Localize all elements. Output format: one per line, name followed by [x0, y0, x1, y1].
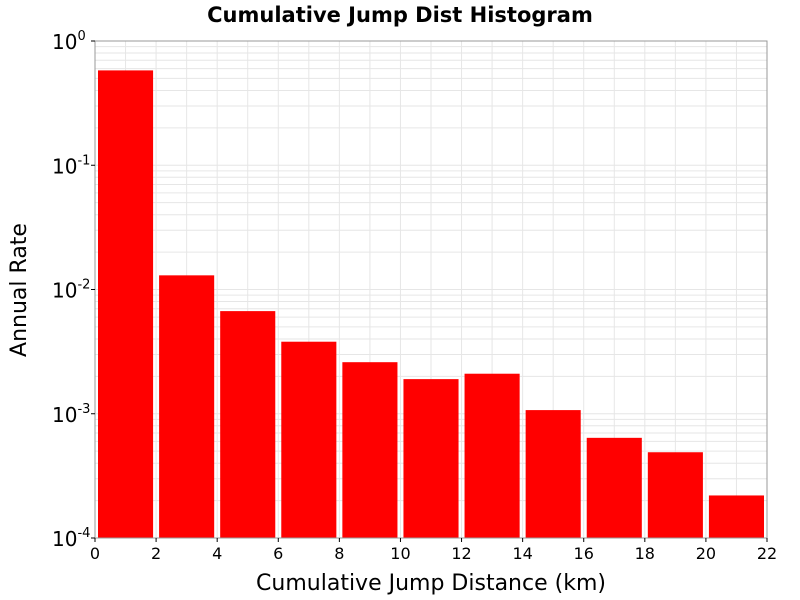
y-tick-label: 10-2 — [52, 278, 90, 303]
y-tick-label: 10-3 — [52, 402, 90, 427]
chart-title: Cumulative Jump Dist Histogram — [207, 3, 593, 27]
x-tick-label: 10 — [390, 544, 410, 563]
bars-group — [98, 70, 764, 538]
y-tick-exponent: -2 — [77, 278, 90, 293]
y-tick-exponent: 0 — [77, 29, 85, 44]
histogram-bar — [342, 362, 398, 538]
x-tick-label: 20 — [696, 544, 716, 563]
x-tick-label: 0 — [90, 544, 100, 563]
histogram-bar — [403, 379, 459, 538]
histogram-bar — [647, 452, 703, 538]
histogram-bar — [708, 495, 764, 538]
histogram-bar — [98, 70, 154, 538]
x-tick-label: 14 — [512, 544, 532, 563]
x-axis-label: Cumulative Jump Distance (km) — [256, 571, 606, 596]
y-tick-label: 10-1 — [52, 153, 90, 178]
histogram-bar — [281, 341, 337, 538]
y-tick-base: 10 — [52, 30, 77, 54]
x-tick-label: 18 — [635, 544, 655, 563]
x-tick-label: 8 — [334, 544, 344, 563]
y-tick-base: 10 — [52, 527, 77, 551]
y-tick-exponent: -3 — [77, 402, 90, 417]
histogram-bar — [159, 275, 215, 538]
histogram-bar — [220, 311, 276, 538]
y-tick-exponent: -1 — [77, 153, 90, 168]
x-tick-label: 22 — [757, 544, 777, 563]
x-tick-label: 4 — [212, 544, 222, 563]
histogram-bar — [464, 373, 520, 538]
x-tick-label: 6 — [273, 544, 283, 563]
y-tick-exponent: -4 — [77, 526, 90, 541]
x-axis-ticks: 0 2 4 6 8 10 12 14 16 18 20 22 — [90, 538, 777, 563]
histogram-bar — [525, 410, 581, 538]
x-tick-label: 16 — [574, 544, 594, 563]
x-tick-label: 2 — [151, 544, 161, 563]
y-axis-label: Annual Rate — [7, 223, 32, 357]
y-tick-base: 10 — [52, 154, 77, 178]
x-tick-label: 12 — [451, 544, 471, 563]
y-tick-base: 10 — [52, 279, 77, 303]
y-tick-label: 10-4 — [52, 526, 90, 551]
y-tick-label: 100 — [52, 29, 86, 54]
histogram-bar — [586, 437, 642, 538]
y-tick-base: 10 — [52, 403, 77, 427]
